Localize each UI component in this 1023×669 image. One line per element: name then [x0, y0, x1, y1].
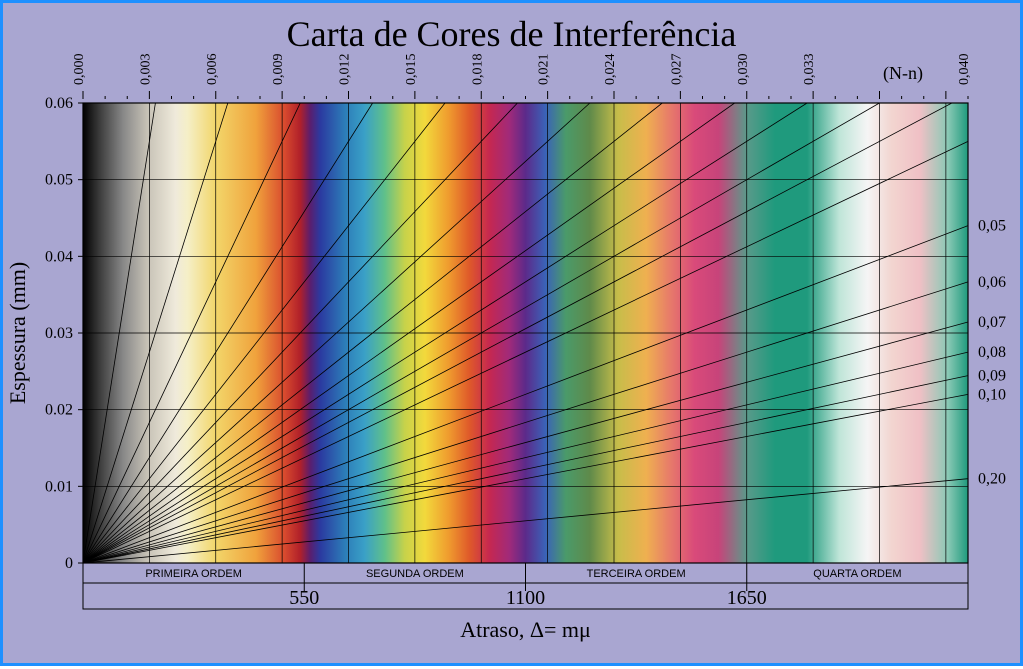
top-biref-label: 0,040	[957, 54, 972, 86]
order-label: SEGUNDA ORDEM	[366, 568, 464, 580]
top-biref-label: 0,030	[736, 54, 751, 86]
right-biref-label: 0,09	[978, 368, 1006, 385]
y-axis-label: Espessura (mm)	[5, 262, 30, 404]
order-label: TERCEIRA ORDEM	[587, 568, 686, 580]
top-axis-label: (N-n)	[883, 63, 923, 84]
order-label: PRIMEIRA ORDEM	[145, 568, 242, 580]
chart-frame: 0 0.01 0.02 0.03 0.04 0.05 0.06 0,000 0,003 0,006…	[0, 0, 1023, 666]
right-biref-label: 0,05	[978, 218, 1006, 235]
right-biref-label: 0,06	[978, 274, 1006, 291]
right-biref-label: 0,20	[978, 471, 1006, 488]
chart-svg: 0 0.01 0.02 0.03 0.04 0.05 0.06 0,000 0,003 0,006…	[3, 3, 1023, 669]
x-tick-label: 1650	[727, 587, 767, 609]
top-biref-label: 0,006	[205, 54, 220, 86]
top-biref-label: 0,000	[72, 54, 87, 86]
y-tick-label: 0.02	[45, 402, 73, 419]
top-biref-label: 0,015	[404, 54, 419, 86]
order-label: QUARTA ORDEM	[813, 568, 901, 580]
right-biref-label: 0,10	[978, 386, 1006, 403]
top-biref-label: 0,018	[470, 54, 485, 86]
y-tick-label: 0.04	[45, 248, 73, 265]
top-biref-label: 0,009	[271, 54, 286, 86]
top-biref-label: 0,027	[669, 54, 684, 86]
x-axis-label: Atraso, Δ= mμ	[460, 617, 591, 642]
right-biref-label: 0,08	[978, 344, 1006, 361]
y-tick-label: 0.03	[45, 325, 73, 342]
y-tick-label: 0	[65, 555, 73, 572]
top-biref-label: 0,012	[338, 54, 353, 86]
chart-title: Carta de Cores de Interferência	[3, 13, 1020, 55]
right-biref-label: 0,07	[978, 314, 1006, 331]
top-biref-label: 0,003	[138, 54, 153, 86]
top-biref-label: 0,033	[802, 54, 817, 86]
y-tick-label: 0.01	[45, 478, 73, 495]
x-tick-label: 1100	[506, 587, 545, 609]
x-tick-label: 550	[289, 587, 319, 609]
top-biref-label: 0,024	[603, 54, 618, 86]
y-tick-label: 0.06	[45, 95, 73, 112]
top-biref-label: 0,021	[537, 54, 552, 86]
y-tick-label: 0.05	[45, 172, 73, 189]
